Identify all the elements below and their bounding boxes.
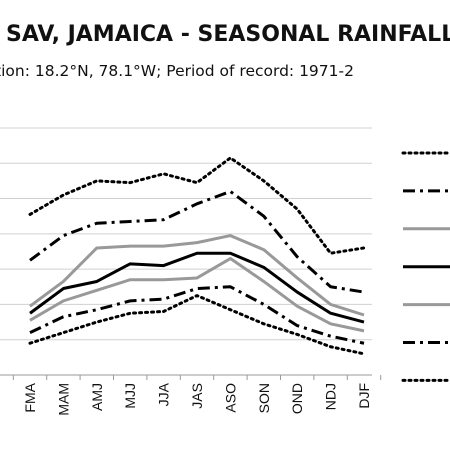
x-tick-label: JJA	[156, 382, 172, 406]
series-line-2	[29, 189, 365, 294]
series-lines	[28, 156, 366, 356]
x-tick-label: MAM	[55, 383, 71, 416]
x-tick-label: OND	[289, 383, 305, 414]
chart-subtitle: tion: 18.2°N, 78.1°W; Period of record: …	[0, 62, 354, 80]
series-line-6	[29, 285, 365, 345]
x-axis	[0, 374, 382, 380]
gridlines	[0, 127, 372, 341]
series-line-4	[29, 251, 365, 324]
legend	[401, 151, 450, 382]
series-line-5	[29, 257, 365, 333]
x-tick-label: MJJ	[122, 383, 138, 409]
x-tick-label: AMJ	[89, 383, 105, 411]
x-tick-label: JAS	[189, 383, 205, 409]
x-tick-label: FMA	[22, 382, 38, 412]
series-line-7	[28, 294, 366, 356]
x-tick-label: NDJ	[323, 383, 339, 410]
chart-title: SAV, JAMAICA - SEASONAL RAINFALL	[6, 22, 450, 47]
x-tick-label: SON	[256, 383, 272, 413]
series-line-3	[29, 234, 365, 317]
x-tick-label: DJF	[356, 383, 372, 409]
series-line-1	[28, 156, 366, 255]
x-tick-label: ASO	[222, 383, 238, 413]
x-tick-labels: FMA MAM AMJ MJJ JJA JAS ASO SON OND NDJ DJF	[22, 382, 372, 415]
